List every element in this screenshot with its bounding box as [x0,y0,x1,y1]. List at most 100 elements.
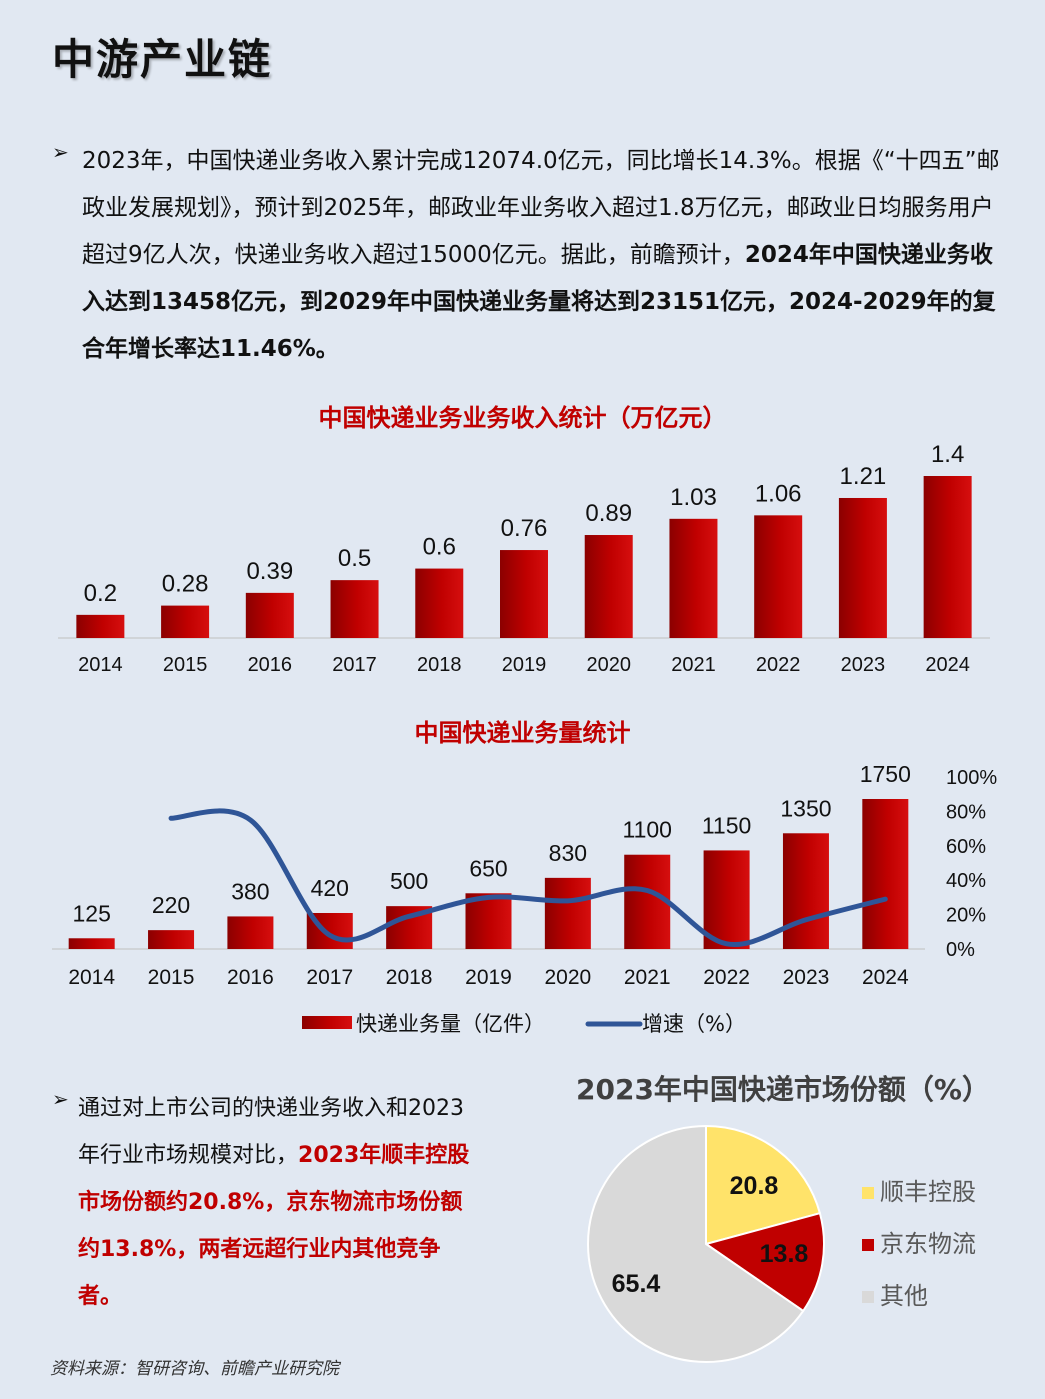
x-tick-label: 2015 [148,966,195,989]
x-tick-label: 2022 [756,654,801,676]
market-text: 通过对上市公司的快递业务收入和2023年行业市场规模对比， [78,1096,464,1168]
volume-data-label: 1100 [622,817,671,843]
revenue-data-label: 0.28 [162,571,209,598]
pie-data-label: 20.8 [730,1172,779,1200]
pie-slice [703,1211,825,1313]
arrow-bullet-icon: ➢ [52,140,69,164]
revenue-data-label: 1.4 [931,441,964,468]
revenue-bar [669,518,718,638]
pie-chart-title: 2023年中国快递市场份额（%） [576,1073,990,1106]
volume-bar [148,930,195,949]
revenue-data-label: 0.6 [423,534,456,561]
revenue-data-label: 0.76 [501,515,548,542]
volume-bar [782,833,829,949]
legend-swatch-icon [862,1187,874,1199]
x-tick-label: 2016 [248,654,293,676]
x-tick-label: 2018 [417,654,462,676]
y2-tick-label: 100% [946,767,997,789]
x-tick-label: 2014 [68,966,115,989]
volume-bar [465,893,512,949]
pie-legend-item: 其他 [862,1276,928,1311]
volume-data-label: 500 [390,868,428,894]
x-tick-label: 2017 [332,654,377,676]
revenue-data-label: 0.89 [585,500,632,527]
volume-data-label: 1150 [702,812,751,838]
pie-slice [587,1124,805,1363]
volume-data-label: 650 [469,855,507,881]
revenue-data-label: 0.39 [246,558,293,585]
volume-bar [68,938,115,949]
volume-data-label: 380 [231,878,269,904]
volume-bar [703,850,750,949]
revenue-bar [415,568,464,638]
revenue-data-label: 0.2 [84,580,117,607]
revenue-bar [500,550,548,638]
volume-data-label: 220 [152,892,190,918]
arrow-bullet-icon: ➢ [52,1087,69,1111]
x-tick-label: 2017 [306,966,353,989]
legend-line-label: 增速（%） [642,1012,746,1036]
revenue-bar [245,592,294,638]
revenue-data-label: 1.21 [840,463,887,490]
volume-bar [544,877,591,949]
growth-rate-line [168,808,888,948]
intro-bold-text: 2024年中国快递业务收入达到13458亿元，到2029年中国快递业务量将达到2… [82,242,996,362]
y2-tick-label: 0% [946,939,975,961]
x-tick-label: 2016 [227,966,274,989]
revenue-bar [76,614,125,638]
y2-tick-label: 40% [946,870,986,892]
intro-paragraph: ➢ 2023年，中国快递业务收入累计完成12074.0亿元，同比增长14.3%。… [52,138,1002,373]
legend-bar-label: 快递业务量（亿件） [356,1012,545,1036]
market-red-text: 2023年顺丰控股市场份额约20.8%，京东物流市场份额约13.8%，两者远超行… [78,1143,470,1309]
pie-legend-item: 顺丰控股 [862,1172,976,1207]
y2-tick-label: 60% [946,836,986,858]
x-tick-label: 2018 [386,966,433,989]
legend-swatch-icon [862,1239,874,1251]
y2-tick-label: 20% [946,905,986,927]
x-tick-label: 2020 [586,654,631,676]
intro-text: 2023年，中国快递业务收入累计完成12074.0亿元，同比增长14.3%。根据… [82,148,1000,268]
x-tick-label: 2021 [671,654,716,676]
volume-data-label: 830 [549,840,587,866]
legend-label: 顺丰控股 [880,1178,976,1206]
x-tick-label: 2020 [545,966,592,989]
revenue-bar [584,535,633,638]
page-title: 中游产业链 [52,35,273,84]
volume-data-label: 420 [311,875,349,901]
legend-bar-swatch [302,1016,352,1029]
legend-label: 京东物流 [880,1230,976,1258]
volume-data-label: 1350 [780,795,831,821]
revenue-bar [754,515,803,638]
revenue-data-label: 0.5 [338,545,371,572]
volume-combo-chart: 125 2014 220 2015 380 2016 420 2017 500 2018 650 20… [52,761,997,1036]
pie-legend-item: 京东物流 [862,1224,976,1259]
y2-tick-label: 80% [946,801,986,823]
x-tick-label: 2023 [783,966,830,989]
x-tick-label: 2021 [624,966,671,989]
revenue-data-label: 1.06 [755,480,802,507]
legend-swatch-icon [862,1291,874,1303]
volume-chart-title: 中国快递业务量统计 [414,719,631,747]
revenue-chart-title: 中国快递业务业务收入统计（万亿元） [318,404,727,432]
x-tick-label: 2022 [703,966,750,989]
x-tick-label: 2024 [862,966,909,989]
volume-data-label: 125 [72,900,110,926]
legend-label: 其他 [880,1282,928,1310]
x-tick-label: 2024 [925,654,970,676]
revenue-bar [838,497,887,638]
revenue-bar [161,605,210,638]
volume-bar [227,916,274,949]
volume-data-label: 1750 [860,761,911,787]
market-paragraph: ➢ 通过对上市公司的快递业务收入和2023年行业市场规模对比，2023年顺丰控股… [52,1085,477,1320]
pie-data-label: 65.4 [612,1270,661,1298]
volume-bar [624,854,671,949]
pie-slice [705,1124,822,1246]
x-tick-label: 2023 [841,654,886,676]
x-tick-label: 2014 [78,654,123,676]
market-share-pie-chart: 20.8 13.8 65.4 [587,1124,825,1363]
x-tick-label: 2019 [502,654,547,676]
revenue-bar [330,580,379,638]
volume-bar [862,799,909,949]
pie-data-label: 13.8 [760,1240,809,1268]
revenue-data-label: 1.03 [670,484,717,511]
